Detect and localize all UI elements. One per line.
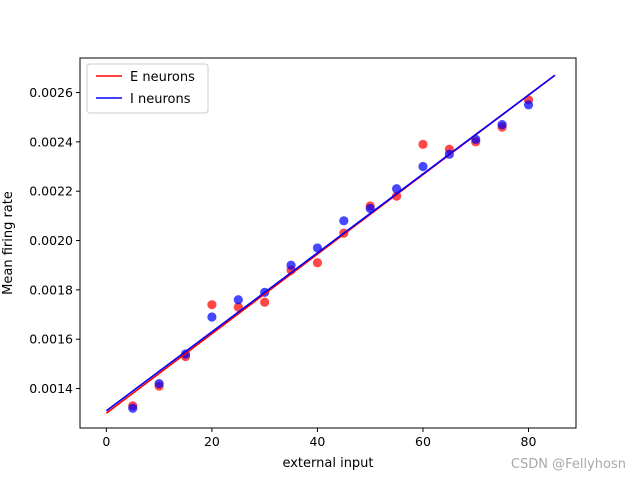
x-tick-label-2: 40 — [309, 434, 325, 449]
fit-line-i-neurons — [105, 74, 556, 412]
plot-frame — [79, 57, 577, 429]
x-tick-label-3: 60 — [415, 434, 431, 449]
point-i-neurons-14 — [497, 120, 507, 130]
point-i-neurons-11 — [418, 161, 428, 172]
x-axis-label: external input — [282, 456, 373, 471]
point-e-neurons-11 — [418, 139, 428, 149]
point-i-neurons-1 — [154, 379, 164, 389]
legend: E neurons I neurons — [86, 63, 209, 114]
point-e-neurons-5 — [260, 297, 270, 307]
point-i-neurons-3 — [207, 312, 217, 322]
point-e-neurons-3 — [207, 300, 217, 310]
plot-area — [80, 58, 576, 428]
y-tick-label-6: 0.0026 — [29, 85, 73, 100]
point-i-neurons-6 — [286, 260, 296, 270]
point-i-neurons-15 — [523, 100, 534, 110]
point-i-neurons-4 — [233, 295, 243, 305]
y-tick-label-0: 0.0014 — [29, 381, 73, 396]
y-tick-label-4: 0.0022 — [29, 184, 73, 199]
point-e-neurons-10 — [391, 191, 402, 201]
y-tick-label-3: 0.0020 — [29, 233, 73, 248]
legend-label-i-neurons: I neurons — [130, 92, 191, 107]
x-tick-label-4: 80 — [521, 434, 537, 449]
y-axis-label: Mean firing rate — [1, 191, 16, 295]
point-e-neurons-7 — [312, 258, 323, 268]
legend-label-e-neurons: E neurons — [130, 70, 195, 85]
y-tick-label-5: 0.0024 — [29, 134, 73, 149]
watermark: CSDN @Fellyhosn — [510, 457, 626, 472]
x-ticks: 0 20 40 60 80 — [102, 428, 537, 449]
y-tick-label-1: 0.0016 — [29, 332, 73, 347]
point-i-neurons-8 — [339, 216, 349, 226]
x-tick-label-0: 0 — [102, 434, 110, 449]
fit-lines — [105, 74, 556, 414]
y-tick-label-2: 0.0018 — [29, 282, 73, 297]
point-i-neurons-0 — [128, 403, 138, 413]
y-ticks: 0.0014 0.0016 0.0018 0.0020 0.0022 0.0024 0.00… — [29, 85, 80, 396]
x-tick-label-1: 20 — [204, 434, 220, 449]
